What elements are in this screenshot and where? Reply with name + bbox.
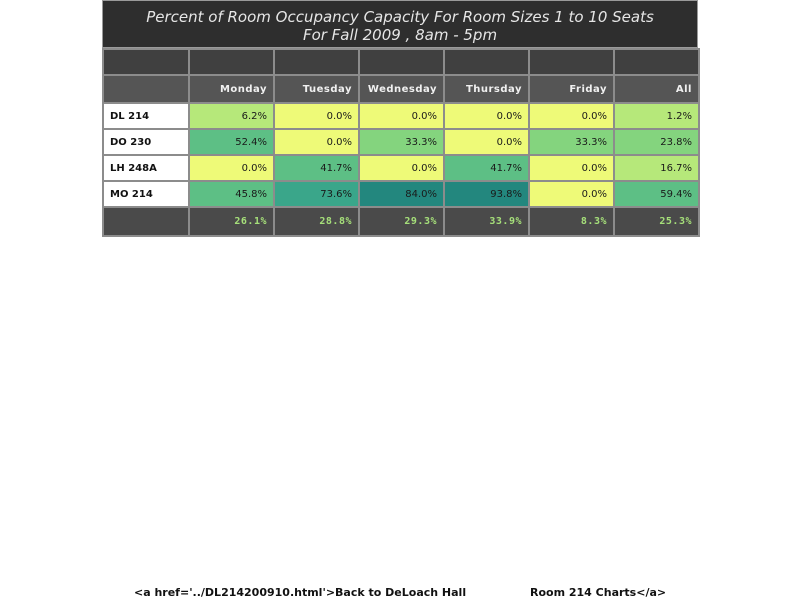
- title-line-1: Percent of Room Occupancy Capacity For R…: [146, 8, 654, 26]
- spacer-row: [102, 48, 700, 76]
- occupancy-cell: 1.2%: [613, 102, 700, 130]
- occupancy-cell: 6.2%: [188, 102, 275, 130]
- occupancy-cell: 0.0%: [443, 102, 530, 130]
- occupancy-cell: 59.4%: [613, 180, 700, 208]
- occupancy-cell: 33.3%: [358, 128, 445, 156]
- table-row: LH 248A 0.0% 41.7% 0.0% 41.7% 0.0% 16.7%: [102, 154, 700, 182]
- occupancy-report: Percent of Room Occupancy Capacity For R…: [102, 0, 700, 237]
- occupancy-cell: 23.8%: [613, 128, 700, 156]
- room-label: MO 214: [102, 180, 190, 208]
- table-row: DO 230 52.4% 0.0% 33.3% 0.0% 33.3% 23.8%: [102, 128, 700, 156]
- table-row: MO 214 45.8% 73.6% 84.0% 93.8% 0.0% 59.4%: [102, 180, 700, 208]
- occupancy-cell: 0.0%: [273, 128, 360, 156]
- occupancy-cell: 0.0%: [358, 102, 445, 130]
- occupancy-cell: 0.0%: [528, 154, 615, 182]
- total-cell: 8.3%: [528, 206, 615, 237]
- footer-right-text: Room 214 Charts</a>: [530, 586, 667, 599]
- footer-left-text: <a href='../DL214200910.html'>Back to De…: [134, 586, 467, 599]
- occupancy-cell: 93.8%: [443, 180, 530, 208]
- occupancy-table: Monday Tuesday Wednesday Thursday Friday…: [102, 48, 700, 237]
- total-cell: 26.1%: [188, 206, 275, 237]
- column-header: Thursday: [443, 74, 530, 104]
- column-header: Wednesday: [358, 74, 445, 104]
- occupancy-cell: 73.6%: [273, 180, 360, 208]
- room-label: DO 230: [102, 128, 190, 156]
- table-row: DL 214 6.2% 0.0% 0.0% 0.0% 0.0% 1.2%: [102, 102, 700, 130]
- room-label: LH 248A: [102, 154, 190, 182]
- occupancy-cell: 52.4%: [188, 128, 275, 156]
- occupancy-cell: 84.0%: [358, 180, 445, 208]
- occupancy-cell: 45.8%: [188, 180, 275, 208]
- occupancy-cell: 41.7%: [273, 154, 360, 182]
- occupancy-cell: 16.7%: [613, 154, 700, 182]
- totals-corner-cell: [102, 206, 190, 237]
- corner-cell: [102, 74, 190, 104]
- header-row: Monday Tuesday Wednesday Thursday Friday…: [102, 74, 700, 104]
- occupancy-cell: 0.0%: [528, 180, 615, 208]
- title-line-2: For Fall 2009 , 8am - 5pm: [302, 26, 498, 44]
- report-title: Percent of Room Occupancy Capacity For R…: [102, 0, 698, 48]
- column-header: Monday: [188, 74, 275, 104]
- room-label: DL 214: [102, 102, 190, 130]
- total-cell: 33.9%: [443, 206, 530, 237]
- occupancy-cell: 0.0%: [188, 154, 275, 182]
- occupancy-cell: 0.0%: [273, 102, 360, 130]
- total-cell: 25.3%: [613, 206, 700, 237]
- column-header: Tuesday: [273, 74, 360, 104]
- occupancy-cell: 0.0%: [528, 102, 615, 130]
- occupancy-cell: 0.0%: [443, 128, 530, 156]
- column-header: Friday: [528, 74, 615, 104]
- column-header: All: [613, 74, 700, 104]
- occupancy-cell: 41.7%: [443, 154, 530, 182]
- total-cell: 29.3%: [358, 206, 445, 237]
- occupancy-cell: 33.3%: [528, 128, 615, 156]
- total-cell: 28.8%: [273, 206, 360, 237]
- occupancy-cell: 0.0%: [358, 154, 445, 182]
- totals-row: 26.1% 28.8% 29.3% 33.9% 8.3% 25.3%: [102, 206, 700, 237]
